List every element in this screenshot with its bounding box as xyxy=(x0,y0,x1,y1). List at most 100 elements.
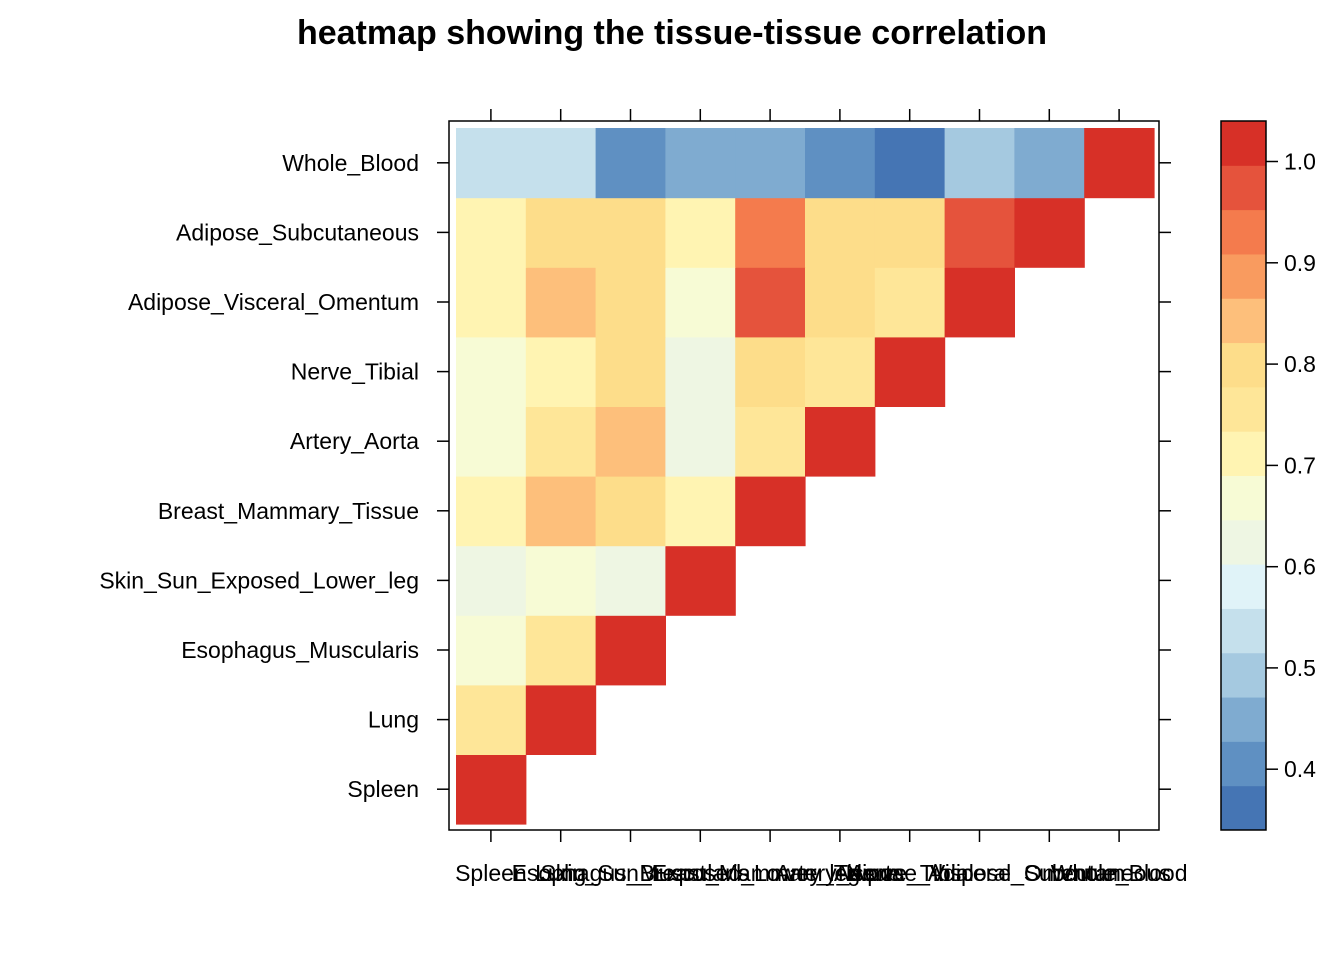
x-label-breast-mammary-tissue: Breast_Mammary_Tissue xyxy=(640,860,901,886)
colorbar-tick-label: 0.9 xyxy=(1284,250,1316,276)
y-axis-labels: Spleen Lung Esophagus_Muscularis Skin_Sun_E… xyxy=(99,150,419,802)
colorbar-tick-label: 0.7 xyxy=(1284,452,1316,478)
colorbar xyxy=(1221,121,1266,831)
y-label-breast-mammary-tissue: Breast_Mammary_Tissue xyxy=(158,498,419,524)
colorbar-level xyxy=(1221,342,1266,388)
cell-skin-sun-exposed-lower-leg-whole-blood xyxy=(665,128,736,199)
colorbar-level xyxy=(1221,386,1266,432)
cell-esophagus-muscularis-nerve-tibial xyxy=(595,336,666,407)
cell-spleen-lung xyxy=(456,684,527,755)
colorbar-level xyxy=(1221,519,1266,565)
cell-lung-whole-blood xyxy=(525,128,597,199)
cell-spleen-whole-blood xyxy=(456,128,527,199)
cell-nerve-tibial-whole-blood xyxy=(874,128,946,199)
cell-spleen-nerve-tibial xyxy=(456,336,527,407)
colorbar-level xyxy=(1221,564,1266,609)
colorbar-level xyxy=(1221,608,1266,654)
cell-nerve-tibial-adipose-subcutaneous xyxy=(874,197,946,268)
cell-lung-adipose-visceral-omentum xyxy=(525,267,597,338)
cell-esophagus-muscularis-esophagus-muscularis xyxy=(595,615,666,686)
cell-lung-breast-mammary-tissue xyxy=(525,476,597,547)
cell-lung-skin-sun-exposed-lower-leg xyxy=(525,545,597,616)
x-label-adipose-visceral-omentum: Adipose_Visceral_Omentum xyxy=(834,860,1125,886)
x-label-spleen: Spleen xyxy=(455,860,527,886)
cell-spleen-spleen xyxy=(456,754,527,825)
cell-spleen-adipose-visceral-omentum xyxy=(456,267,527,338)
x-axis-labels: Spleen LungEsophagus_MuscularisSkin_Sun_E… xyxy=(455,860,1187,886)
colorbar-tick-label: 0.4 xyxy=(1284,756,1316,782)
cell-esophagus-muscularis-adipose-visceral-omentum xyxy=(595,267,666,338)
cell-nerve-tibial-adipose-visceral-omentum xyxy=(874,267,946,338)
x-label-skin-sun-exposed-lower-leg: Skin_Sun_Exposed_Lower_leg xyxy=(540,860,860,886)
colorbar-level xyxy=(1221,697,1266,742)
y-label-adipose-subcutaneous: Adipose_Subcutaneous xyxy=(176,219,419,245)
cell-esophagus-muscularis-breast-mammary-tissue xyxy=(595,476,666,547)
cell-nerve-tibial-nerve-tibial xyxy=(874,336,946,407)
cell-adipose-visceral-omentum-adipose-subcutaneous xyxy=(944,197,1015,268)
cell-breast-mammary-tissue-whole-blood xyxy=(735,128,806,199)
cell-lung-nerve-tibial xyxy=(525,336,597,407)
cell-esophagus-muscularis-whole-blood xyxy=(595,128,666,199)
cell-artery-aorta-adipose-subcutaneous xyxy=(805,197,876,268)
cell-artery-aorta-nerve-tibial xyxy=(805,336,876,407)
axis-ticks xyxy=(437,109,1171,842)
cell-breast-mammary-tissue-artery-aorta xyxy=(735,406,806,477)
colorbar-level xyxy=(1221,652,1266,698)
cell-artery-aorta-whole-blood xyxy=(805,128,876,199)
cell-artery-aorta-artery-aorta xyxy=(805,406,876,477)
colorbar-level xyxy=(1221,431,1266,476)
cell-spleen-esophagus-muscularis xyxy=(456,615,527,686)
cell-adipose-visceral-omentum-adipose-visceral-omentum xyxy=(944,267,1015,338)
y-label-nerve-tibial: Nerve_Tibial xyxy=(291,359,419,385)
colorbar-level xyxy=(1221,165,1266,211)
y-label-lung: Lung xyxy=(368,707,419,733)
cell-breast-mammary-tissue-adipose-subcutaneous xyxy=(735,197,806,268)
x-label-nerve-tibial: Nerve_Tibial xyxy=(846,860,974,886)
colorbar-level xyxy=(1221,475,1266,521)
cell-esophagus-muscularis-artery-aorta xyxy=(595,406,666,477)
y-label-esophagus-muscularis: Esophagus_Muscularis xyxy=(181,637,419,663)
cell-lung-lung xyxy=(525,684,597,755)
colorbar-level xyxy=(1221,741,1266,787)
y-label-whole-blood: Whole_Blood xyxy=(282,150,419,176)
plot-frame xyxy=(448,120,1160,831)
y-label-artery-aorta: Artery_Aorta xyxy=(290,428,419,454)
cell-skin-sun-exposed-lower-leg-breast-mammary-tissue xyxy=(665,476,736,547)
cell-adipose-subcutaneous-adipose-subcutaneous xyxy=(1014,197,1085,268)
heatmap-cells xyxy=(456,128,1155,825)
cell-artery-aorta-adipose-visceral-omentum xyxy=(805,267,876,338)
x-label-whole-blood: Whole_Blood xyxy=(1051,860,1188,886)
colorbar-tick-label: 0.8 xyxy=(1284,351,1316,377)
cell-skin-sun-exposed-lower-leg-skin-sun-exposed-lower-leg xyxy=(665,545,736,616)
cell-spleen-breast-mammary-tissue xyxy=(456,476,527,547)
colorbar-tick-label: 1.0 xyxy=(1284,149,1316,175)
colorbar-level xyxy=(1221,209,1266,255)
cell-spleen-artery-aorta xyxy=(456,406,527,477)
cell-skin-sun-exposed-lower-leg-adipose-visceral-omentum xyxy=(665,267,736,338)
cell-spleen-skin-sun-exposed-lower-leg xyxy=(456,545,527,616)
colorbar-level xyxy=(1221,253,1266,299)
cell-skin-sun-exposed-lower-leg-nerve-tibial xyxy=(665,336,736,407)
x-label-lung: Lung xyxy=(535,860,586,886)
colorbar-frame xyxy=(1220,120,1267,831)
cell-breast-mammary-tissue-nerve-tibial xyxy=(735,336,806,407)
cell-whole-blood-whole-blood xyxy=(1084,128,1155,199)
cell-breast-mammary-tissue-breast-mammary-tissue xyxy=(735,476,806,547)
colorbar-tick-label: 0.5 xyxy=(1284,655,1316,681)
colorbar-level xyxy=(1221,785,1266,831)
cell-lung-artery-aorta xyxy=(525,406,597,477)
x-label-adipose-subcutaneous: Adipose_Subcutaneous xyxy=(928,860,1171,886)
colorbar-level xyxy=(1221,298,1266,344)
y-label-spleen: Spleen xyxy=(347,776,419,802)
chart-title: heatmap showing the tissue-tissue correl… xyxy=(297,14,1047,52)
colorbar-tick-label: 0.6 xyxy=(1284,554,1316,580)
cell-esophagus-muscularis-skin-sun-exposed-lower-leg xyxy=(595,545,666,616)
y-label-adipose-visceral-omentum: Adipose_Visceral_Omentum xyxy=(128,289,419,315)
cell-esophagus-muscularis-adipose-subcutaneous xyxy=(595,197,666,268)
y-label-skin-sun-exposed-lower-leg: Skin_Sun_Exposed_Lower_leg xyxy=(99,567,419,593)
cell-adipose-subcutaneous-whole-blood xyxy=(1014,128,1085,199)
x-label-esophagus-muscularis: Esophagus_Muscularis xyxy=(512,860,750,886)
colorbar-level xyxy=(1221,121,1266,166)
cell-spleen-adipose-subcutaneous xyxy=(456,197,527,268)
